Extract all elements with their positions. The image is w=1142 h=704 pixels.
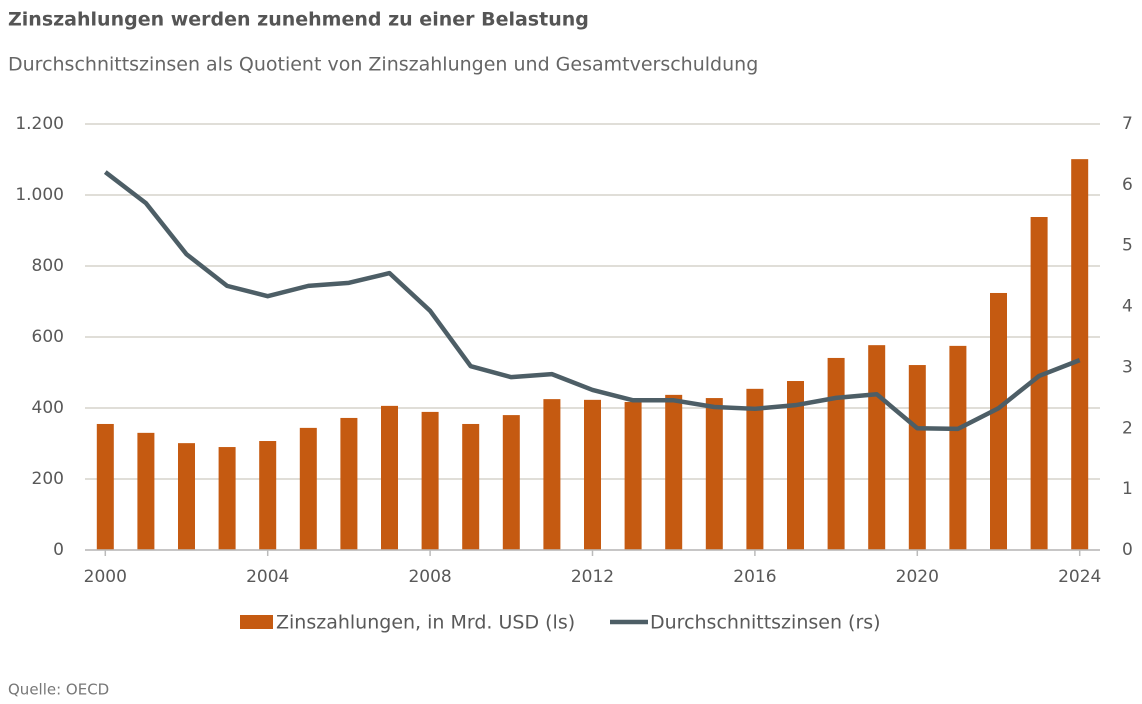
legend-label: Durchschnittszinsen (rs) <box>650 612 881 634</box>
y-tick-label: 200 <box>32 469 64 489</box>
bar <box>990 292 1007 550</box>
x-tick-label: 2000 <box>84 567 127 587</box>
bar <box>178 443 195 550</box>
source: Quelle: OECD <box>8 681 109 699</box>
chart-subtitle: Durchschnittszinsen als Quotient von Zin… <box>8 54 758 76</box>
y-tick-label: 1.200 <box>15 114 64 134</box>
bar <box>787 381 804 550</box>
bar <box>827 357 845 550</box>
bar <box>624 401 642 550</box>
x-tick-label: 2024 <box>1058 567 1101 587</box>
bar <box>96 423 114 550</box>
bar <box>218 447 236 550</box>
legend-label: Zinszahlungen, in Mrd. USD (ls) <box>276 612 575 634</box>
y-tick-label: 1.000 <box>15 185 64 205</box>
y2-tick-label: 6 <box>1122 175 1133 195</box>
bar <box>381 405 398 550</box>
y2-tick-label: 2 <box>1122 418 1133 438</box>
x-tick-label: 2016 <box>733 567 776 587</box>
x-tick-label: 2012 <box>571 567 614 587</box>
bar <box>502 415 520 550</box>
y2-tick-label: 1 <box>1122 479 1133 499</box>
y-tick-label: 600 <box>32 327 64 347</box>
y2-tick-label: 4 <box>1122 297 1133 317</box>
bar <box>868 345 886 550</box>
y2-tick-label: 0 <box>1122 540 1133 560</box>
bar <box>340 417 358 550</box>
bar <box>584 399 601 550</box>
bar <box>462 423 480 550</box>
bar <box>543 399 561 550</box>
y-tick-label: 0 <box>53 540 64 560</box>
bar <box>137 432 155 550</box>
bar <box>746 388 764 550</box>
bar <box>949 345 967 550</box>
bar <box>1071 159 1089 550</box>
legend-swatch <box>240 615 273 629</box>
chart-title: Zinszahlungen werden zunehmend zu einer … <box>8 9 589 31</box>
bar <box>259 441 277 550</box>
y-tick-label: 800 <box>32 256 64 276</box>
x-tick-label: 2008 <box>408 567 451 587</box>
y2-tick-label: 3 <box>1122 357 1133 377</box>
bar <box>1030 217 1048 550</box>
x-tick-label: 2004 <box>246 567 289 587</box>
bar <box>705 398 723 550</box>
y-tick-label: 400 <box>32 398 64 418</box>
bar <box>421 411 439 550</box>
x-tick-label: 2020 <box>896 567 939 587</box>
y2-tick-label: 5 <box>1122 236 1133 256</box>
line <box>103 170 1081 432</box>
bar <box>299 427 317 550</box>
bar <box>908 365 926 550</box>
bar <box>665 394 683 550</box>
y2-tick-label: 7 <box>1122 114 1133 134</box>
